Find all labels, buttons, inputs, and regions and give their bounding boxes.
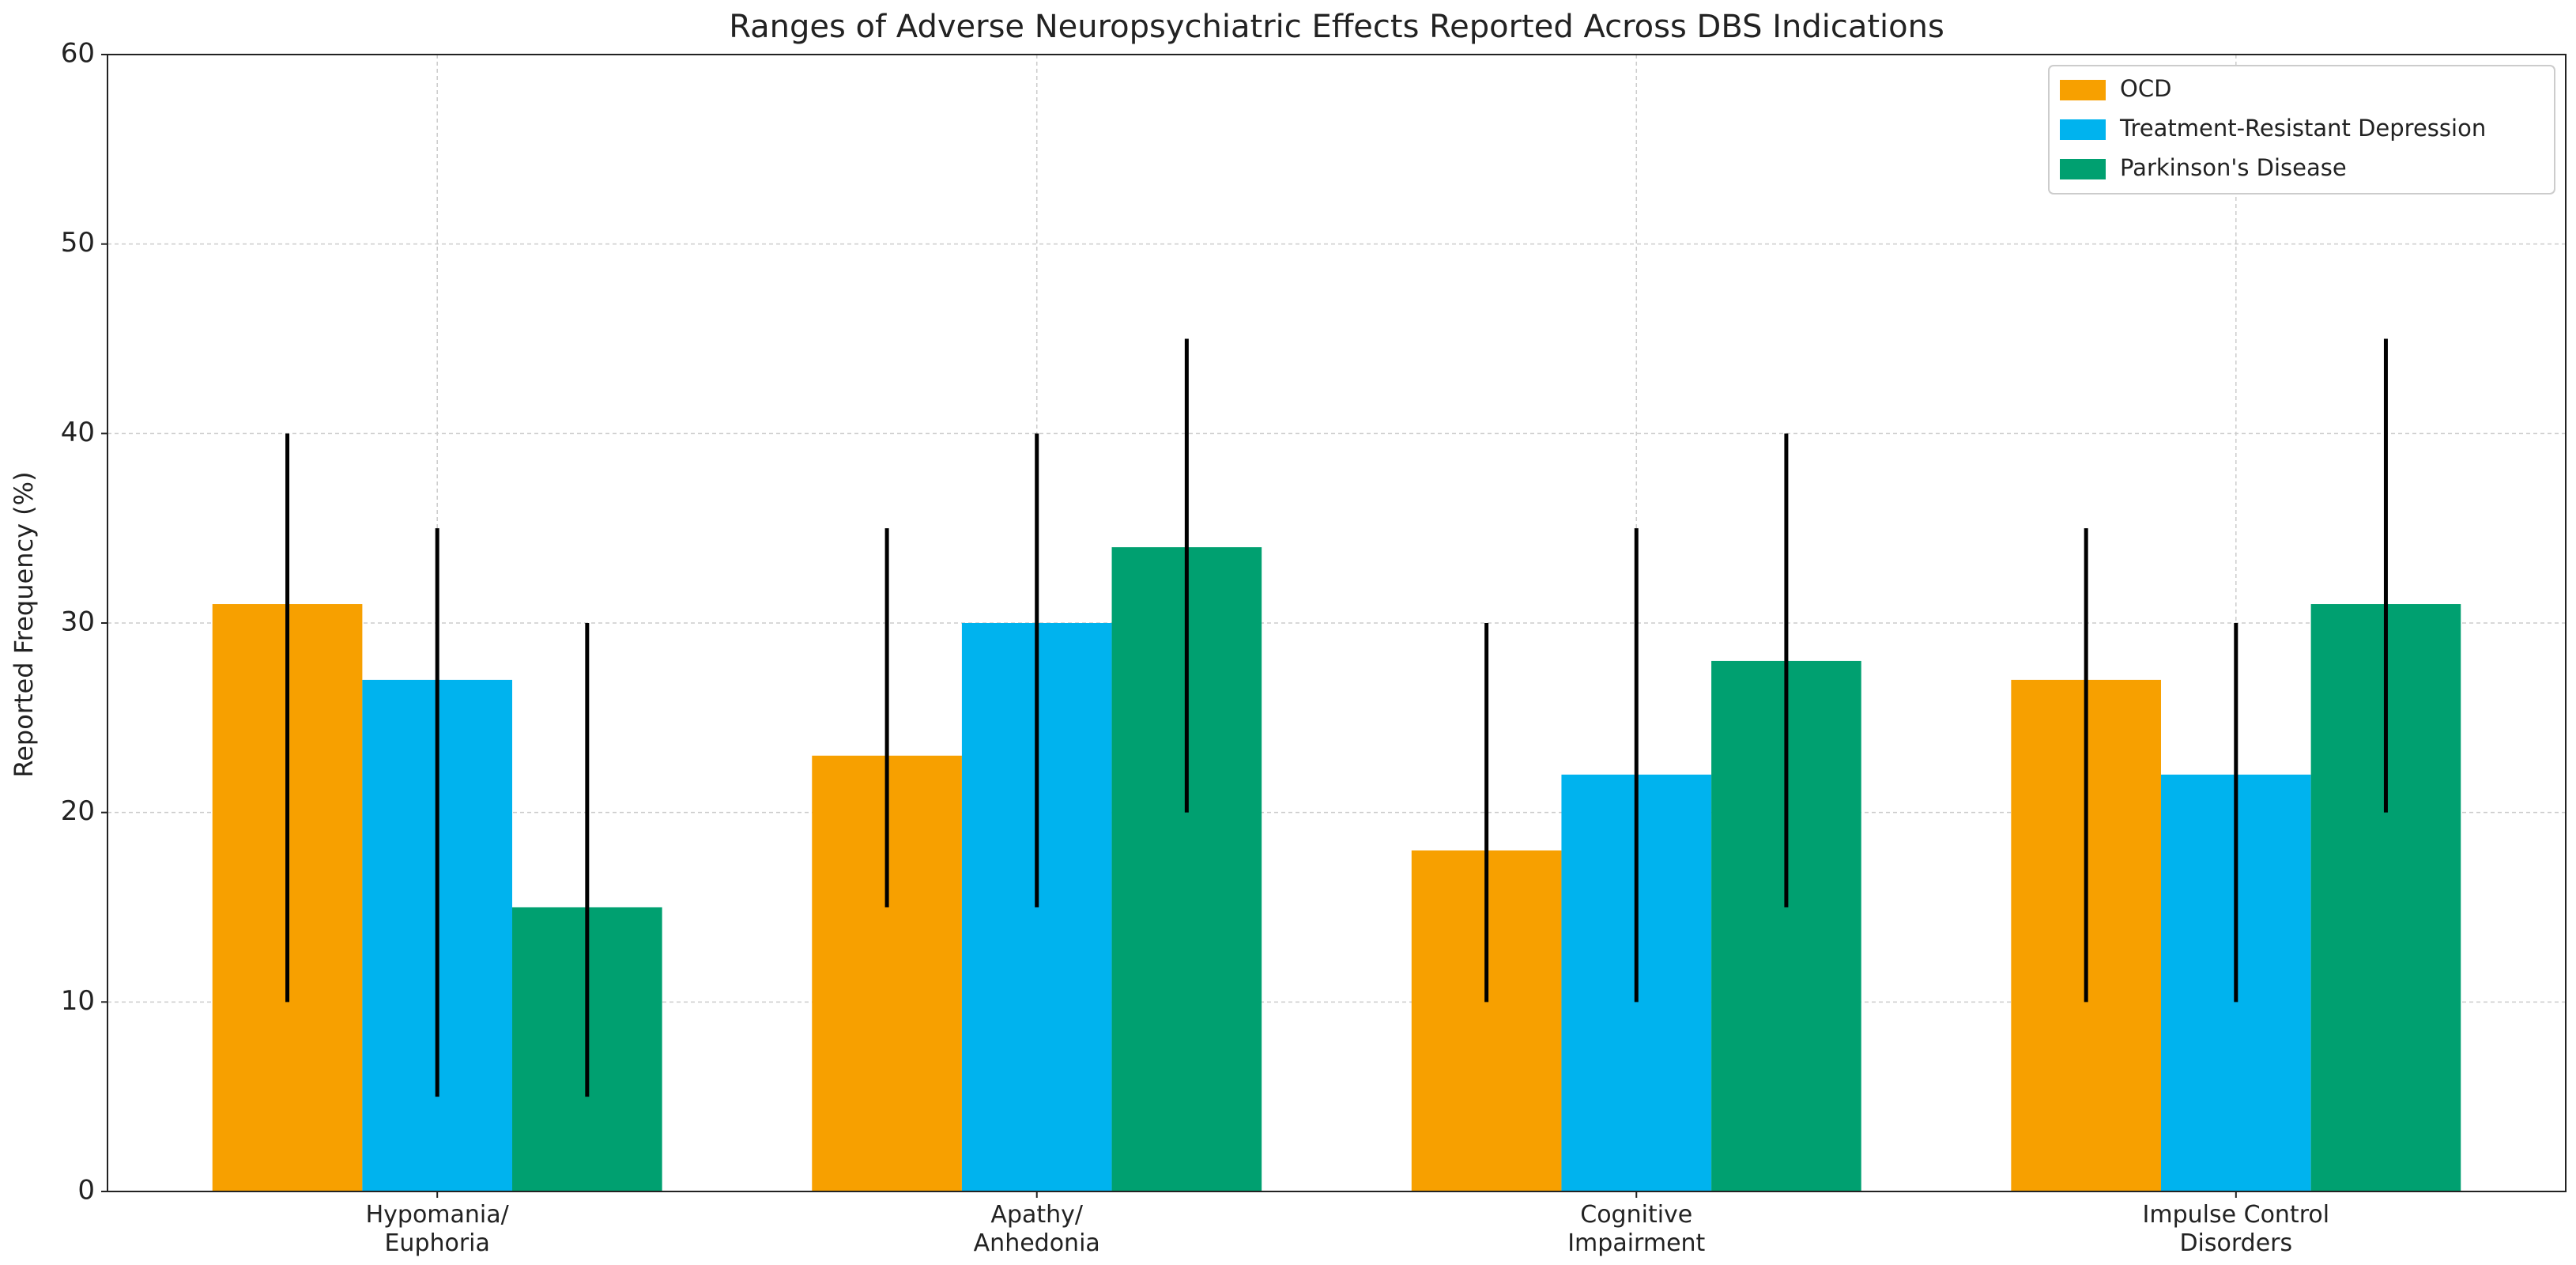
y-tick-label: 40 bbox=[61, 417, 95, 448]
x-tick-label-line: Euphoria bbox=[384, 1229, 489, 1257]
x-tick-label: Apathy/Anhedonia bbox=[974, 1201, 1100, 1257]
legend-label: OCD bbox=[2120, 75, 2171, 102]
x-tick-label-line: Anhedonia bbox=[974, 1229, 1100, 1257]
x-tick-label-line: Cognitive bbox=[1580, 1201, 1692, 1229]
y-axis-label: Reported Frequency (%) bbox=[9, 471, 39, 777]
legend-swatch bbox=[2060, 119, 2106, 140]
y-tick-label: 10 bbox=[61, 985, 95, 1017]
x-tick-label-line: Impairment bbox=[1567, 1229, 1705, 1257]
x-tick-label-line: Disorders bbox=[2179, 1229, 2292, 1257]
y-tick-label: 50 bbox=[61, 227, 95, 259]
y-tick-label: 20 bbox=[61, 795, 95, 827]
x-tick-label-line: Apathy/ bbox=[990, 1201, 1083, 1229]
x-tick-label-line: Impulse Control bbox=[2143, 1201, 2330, 1229]
x-tick-label-line: Hypomania/ bbox=[366, 1201, 510, 1229]
legend-box bbox=[2048, 65, 2555, 194]
y-tick-label: 0 bbox=[77, 1175, 95, 1206]
legend-swatch bbox=[2060, 80, 2106, 100]
legend-label: Treatment-Resistant Depression bbox=[2119, 115, 2486, 142]
y-tick-label: 60 bbox=[61, 38, 95, 70]
x-tick-label: Hypomania/Euphoria bbox=[366, 1201, 510, 1257]
x-tick-label: Impulse Control Disorders bbox=[2143, 1201, 2330, 1257]
legend-swatch bbox=[2060, 159, 2106, 179]
x-tick-label: Cognitive Impairment bbox=[1567, 1201, 1705, 1257]
plot-frame bbox=[107, 54, 2567, 1192]
legend-label: Parkinson's Disease bbox=[2120, 154, 2347, 181]
y-tick-label: 30 bbox=[61, 606, 95, 638]
chart-title: Ranges of Adverse Neuropsychiatric Effec… bbox=[729, 9, 1944, 45]
